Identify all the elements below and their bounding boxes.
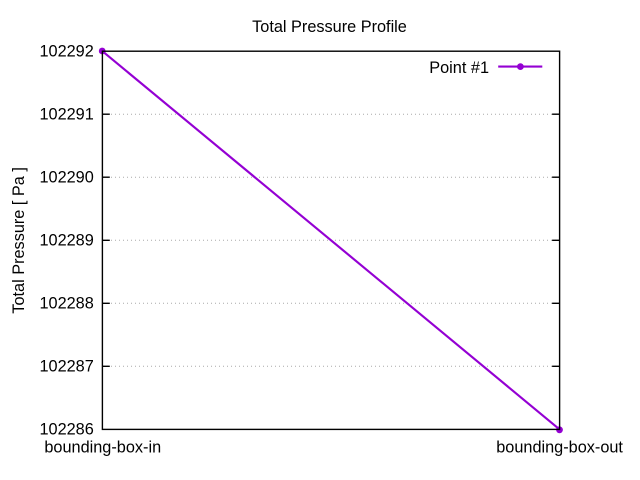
svg-text:Total Pressure Profile: Total Pressure Profile [252,18,407,36]
svg-text:102292: 102292 [39,43,93,61]
svg-text:bounding-box-out: bounding-box-out [496,439,623,457]
svg-text:102289: 102289 [39,232,93,250]
svg-text:102286: 102286 [39,421,93,439]
svg-text:102290: 102290 [39,169,93,187]
svg-text:bounding-box-in: bounding-box-in [44,439,161,457]
svg-text:102288: 102288 [39,295,93,313]
svg-text:102291: 102291 [39,106,93,124]
svg-text:Point #1: Point #1 [429,59,489,77]
svg-text:Total Pressure [ Pa ]: Total Pressure [ Pa ] [10,167,28,314]
svg-text:102287: 102287 [39,358,93,376]
